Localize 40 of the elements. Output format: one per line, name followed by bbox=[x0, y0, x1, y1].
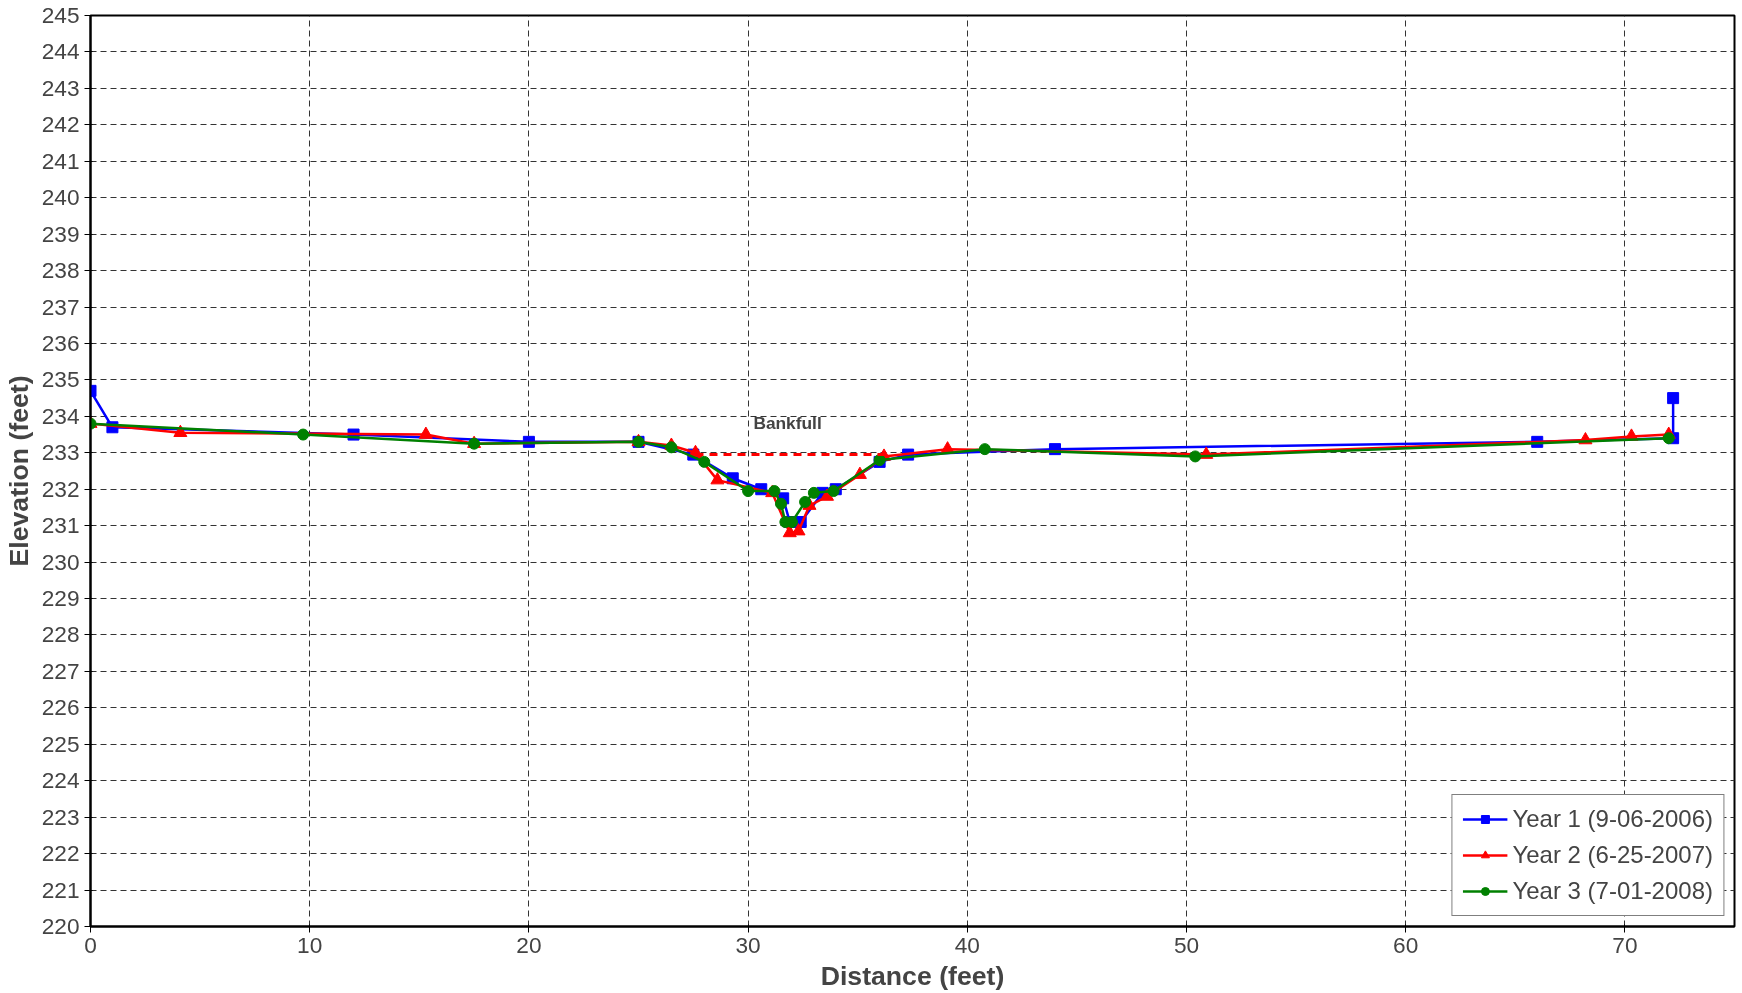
y-axis-title: Elevation (feet) bbox=[3, 375, 34, 567]
legend-label: Year 1 (9-06-2006) bbox=[1512, 805, 1713, 833]
x-tick-label: 70 bbox=[1612, 931, 1638, 958]
y-tick-label: 222 bbox=[41, 840, 80, 867]
y-tick-label: 231 bbox=[41, 512, 80, 539]
x-tick-label: 40 bbox=[954, 931, 980, 958]
y-tick-label: 240 bbox=[41, 184, 80, 211]
x-axis-title: Distance (feet) bbox=[820, 960, 1005, 991]
y-tick-label: 245 bbox=[41, 2, 80, 28]
y-tick-label: 226 bbox=[41, 694, 80, 721]
x-tick-label: 20 bbox=[516, 931, 542, 958]
y-tick-label: 227 bbox=[41, 657, 80, 684]
x-tick-label: 60 bbox=[1393, 931, 1419, 958]
x-tick-label: 0 bbox=[84, 931, 97, 958]
y-tick-label: 223 bbox=[41, 803, 80, 830]
y-tick-label: 224 bbox=[41, 767, 80, 794]
legend-label: Year 2 (6-25-2007) bbox=[1512, 841, 1713, 869]
x-tick-label: 30 bbox=[735, 931, 761, 958]
y-tick-label: 225 bbox=[41, 730, 80, 757]
y-tick-label: 228 bbox=[41, 621, 80, 648]
y-tick-label: 241 bbox=[41, 147, 80, 174]
x-tick-label: 50 bbox=[1173, 931, 1200, 958]
y-tick-label: 242 bbox=[41, 111, 80, 138]
y-tick-label: 239 bbox=[41, 220, 80, 247]
y-tick-label: 221 bbox=[41, 876, 80, 903]
y-tick-label: 229 bbox=[41, 585, 80, 612]
y-tick-label: 232 bbox=[41, 475, 80, 502]
y-tick-label: 220 bbox=[41, 913, 80, 939]
x-tick-label: 10 bbox=[297, 931, 323, 958]
y-tick-label: 235 bbox=[41, 366, 80, 393]
y-tick-label: 243 bbox=[41, 74, 80, 101]
y-tick-label: 244 bbox=[41, 38, 80, 65]
y-tick-label: 233 bbox=[41, 439, 80, 466]
y-tick-label: 236 bbox=[41, 329, 80, 356]
y-tick-label: 234 bbox=[41, 402, 80, 429]
y-tick-label: 238 bbox=[41, 257, 80, 284]
y-tick-label: 237 bbox=[41, 293, 80, 320]
annotation: Bankfull bbox=[753, 412, 822, 433]
y-tick-label: 230 bbox=[41, 548, 80, 575]
legend-label: Year 3 (7-01-2008) bbox=[1512, 877, 1713, 905]
